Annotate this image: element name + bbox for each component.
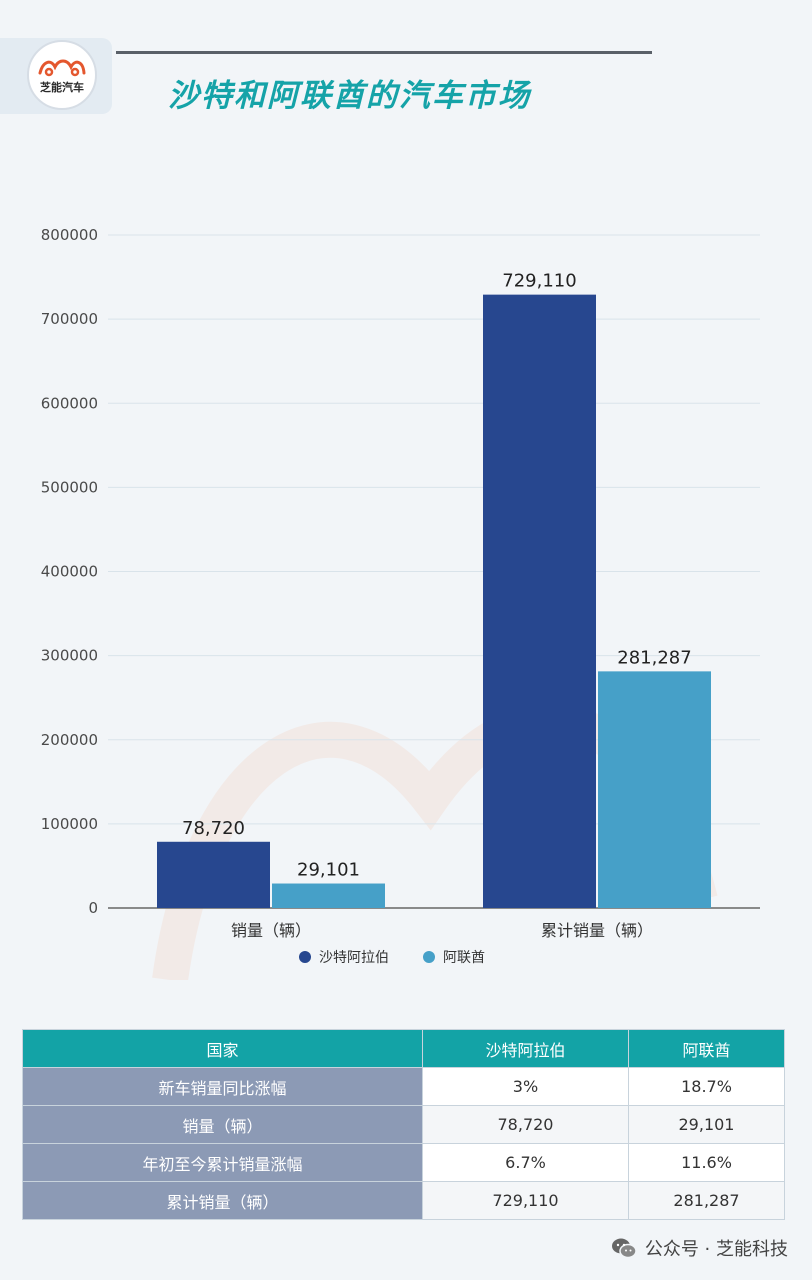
y-tick-label: 0 — [88, 899, 98, 917]
table-row: 年初至今累计销量涨幅 6.7% 11.6% — [22, 1143, 785, 1182]
table-row: 销量（辆） 78,720 29,101 — [22, 1105, 785, 1144]
bar-chart: 0 100000 200000 300000 400000 500000 600000 700… — [41, 226, 760, 980]
row-label: 年初至今累计销量涨幅 — [22, 1143, 423, 1182]
logo-text: 芝能汽车 — [40, 81, 84, 94]
footer-credit: 公众号 · 芝能科技 — [611, 1235, 788, 1261]
data-table: 国家 沙特阿拉伯 阿联酋 新车销量同比涨幅 3% 18.7% 销量（辆） 78,… — [22, 1029, 785, 1220]
table-header-saudi: 沙特阿拉伯 — [422, 1029, 629, 1068]
x-tick-label: 累计销量（辆） — [541, 921, 653, 940]
data-label: 281,287 — [617, 647, 691, 668]
bar-saudi — [157, 841, 270, 908]
cell-saudi: 3% — [422, 1067, 629, 1106]
data-label: 29,101 — [297, 860, 360, 881]
data-label: 78,720 — [182, 818, 245, 839]
y-tick-label: 600000 — [41, 394, 98, 412]
bar-saudi — [483, 294, 596, 908]
bar-uae — [598, 671, 711, 908]
y-tick-label: 300000 — [41, 647, 98, 665]
page-title: 沙特和阿联酋的汽车市场 — [168, 78, 531, 114]
cell-saudi: 6.7% — [422, 1143, 629, 1182]
car-logo-icon — [38, 59, 86, 77]
table-row: 累计销量（辆） 729,110 281,287 — [22, 1181, 785, 1220]
cell-saudi: 729,110 — [422, 1181, 629, 1220]
y-tick-label: 100000 — [41, 815, 98, 833]
bar-uae — [272, 883, 385, 908]
cell-uae: 11.6% — [628, 1143, 785, 1182]
row-label: 累计销量（辆） — [22, 1181, 423, 1220]
y-tick-label: 400000 — [41, 563, 98, 581]
row-label: 销量（辆） — [22, 1105, 423, 1144]
legend-marker — [423, 951, 435, 963]
y-tick-label: 700000 — [41, 310, 98, 328]
x-tick-label: 销量（辆） — [231, 921, 311, 940]
legend-label: 沙特阿拉伯 — [319, 950, 389, 966]
brand-logo: 芝能汽车 — [27, 40, 97, 110]
cell-uae: 18.7% — [628, 1067, 785, 1106]
legend-label: 阿联酋 — [443, 949, 485, 966]
table-row: 新车销量同比涨幅 3% 18.7% — [22, 1067, 785, 1106]
row-label: 新车销量同比涨幅 — [22, 1067, 423, 1106]
y-tick-label: 500000 — [41, 478, 98, 496]
title-divider — [116, 51, 652, 54]
table-header-row: 国家 沙特阿拉伯 阿联酋 — [22, 1029, 785, 1068]
y-tick-label: 800000 — [41, 226, 98, 244]
table-header-uae: 阿联酋 — [628, 1029, 785, 1068]
table-header-country: 国家 — [22, 1029, 423, 1068]
footer-text: 公众号 · 芝能科技 — [644, 1239, 788, 1260]
cell-uae: 29,101 — [628, 1105, 785, 1144]
cell-uae: 281,287 — [628, 1181, 785, 1220]
legend-marker — [299, 951, 311, 963]
wechat-icon — [611, 1238, 637, 1259]
data-label: 729,110 — [502, 271, 576, 292]
y-tick-label: 200000 — [41, 731, 98, 749]
cell-saudi: 78,720 — [422, 1105, 629, 1144]
